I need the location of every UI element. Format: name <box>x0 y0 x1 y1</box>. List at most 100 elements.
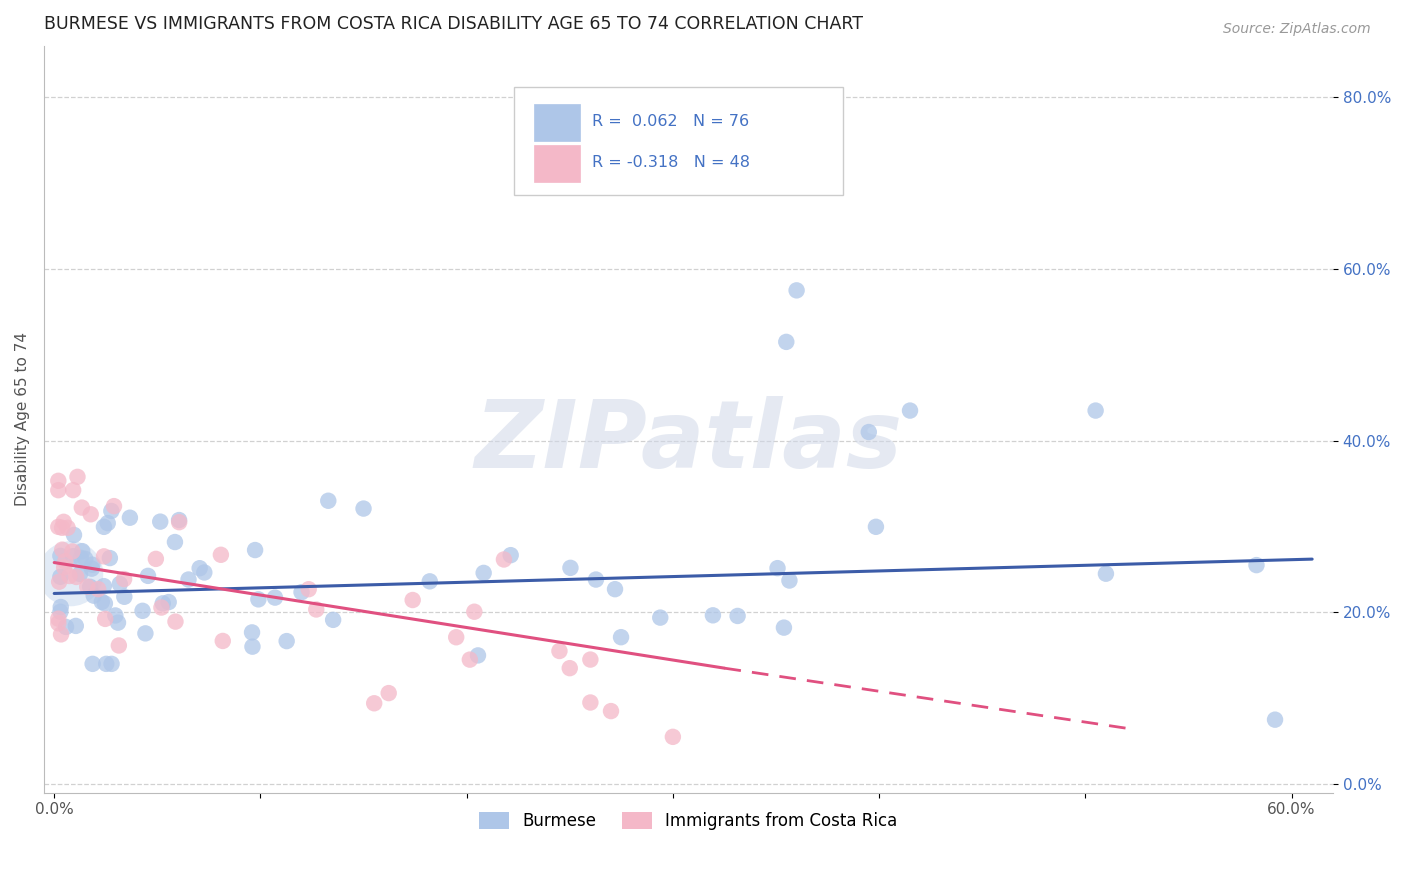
Point <box>662 730 685 744</box>
Point <box>96 657 118 671</box>
Point <box>600 704 623 718</box>
Point <box>80 508 103 522</box>
FancyBboxPatch shape <box>534 145 581 182</box>
Point <box>858 425 880 439</box>
Point <box>1095 566 1118 581</box>
Point <box>727 609 749 624</box>
Text: R =  0.062   N = 76: R = 0.062 N = 76 <box>592 114 749 129</box>
Point <box>163 535 186 549</box>
Point <box>650 610 672 624</box>
Point <box>90 595 112 609</box>
Point <box>66 470 89 484</box>
Text: BURMESE VS IMMIGRANTS FROM COSTA RICA DISABILITY AGE 65 TO 74 CORRELATION CHART: BURMESE VS IMMIGRANTS FROM COSTA RICA DI… <box>44 15 863 33</box>
Point <box>70 550 93 565</box>
Point <box>93 579 115 593</box>
Point <box>52 515 75 529</box>
Point <box>49 627 72 641</box>
Point <box>290 585 312 599</box>
Point <box>53 560 76 574</box>
Point <box>65 570 87 584</box>
Point <box>62 483 84 497</box>
Point <box>53 554 76 568</box>
Point <box>610 630 633 644</box>
Point <box>63 528 86 542</box>
Point <box>898 403 921 417</box>
Point <box>46 616 69 631</box>
Point <box>82 558 104 572</box>
Point <box>786 284 808 298</box>
Point <box>419 574 441 589</box>
Point <box>193 566 215 580</box>
Point <box>93 549 115 564</box>
Point <box>167 515 190 529</box>
Y-axis label: Disability Age 65 to 74: Disability Age 65 to 74 <box>15 332 30 506</box>
Point <box>463 605 485 619</box>
Point <box>112 572 135 586</box>
Point <box>87 582 110 596</box>
Point <box>58 569 80 583</box>
Point <box>82 657 104 671</box>
Point <box>79 580 101 594</box>
Point <box>145 552 167 566</box>
Point <box>149 515 172 529</box>
Point <box>46 520 69 534</box>
Legend: Burmese, Immigrants from Costa Rica: Burmese, Immigrants from Costa Rica <box>472 805 904 837</box>
Point <box>46 612 69 626</box>
Point <box>108 577 131 591</box>
Point <box>97 516 120 530</box>
Point <box>585 573 607 587</box>
Point <box>211 634 233 648</box>
Point <box>48 574 70 589</box>
Point <box>377 686 399 700</box>
Point <box>131 604 153 618</box>
Point <box>49 599 72 614</box>
Point <box>773 621 796 635</box>
Point <box>134 626 156 640</box>
Point <box>70 500 93 515</box>
Point <box>1264 713 1286 727</box>
Point <box>167 513 190 527</box>
Point <box>778 574 800 588</box>
Point <box>499 548 522 562</box>
Point <box>94 597 117 611</box>
Point <box>65 619 87 633</box>
Point <box>69 567 91 582</box>
Point <box>150 600 173 615</box>
Point <box>70 544 93 558</box>
Point <box>62 549 84 564</box>
Point <box>49 605 72 619</box>
Point <box>103 499 125 513</box>
Point <box>94 612 117 626</box>
Point <box>363 696 385 710</box>
Point <box>75 552 97 566</box>
Point <box>264 591 287 605</box>
Point <box>136 569 159 583</box>
Point <box>108 639 131 653</box>
Point <box>243 543 266 558</box>
Point <box>118 510 141 524</box>
Point <box>242 640 264 654</box>
Point <box>49 570 72 584</box>
Text: Source: ZipAtlas.com: Source: ZipAtlas.com <box>1223 22 1371 37</box>
Point <box>305 602 328 616</box>
Text: R = -0.318   N = 48: R = -0.318 N = 48 <box>592 155 749 170</box>
Point <box>702 608 724 623</box>
Point <box>865 520 887 534</box>
Point <box>104 608 127 623</box>
Point <box>46 483 69 498</box>
Point <box>766 561 789 575</box>
Point <box>93 520 115 534</box>
Point <box>1246 558 1268 573</box>
Point <box>98 551 121 566</box>
Point <box>472 566 495 580</box>
FancyBboxPatch shape <box>515 87 844 195</box>
Point <box>276 634 298 648</box>
Point <box>775 334 797 349</box>
Point <box>76 580 98 594</box>
Point <box>316 493 339 508</box>
Point <box>152 596 174 610</box>
Point <box>558 661 581 675</box>
Point <box>51 521 73 535</box>
Point <box>56 521 79 535</box>
Point <box>46 474 69 488</box>
